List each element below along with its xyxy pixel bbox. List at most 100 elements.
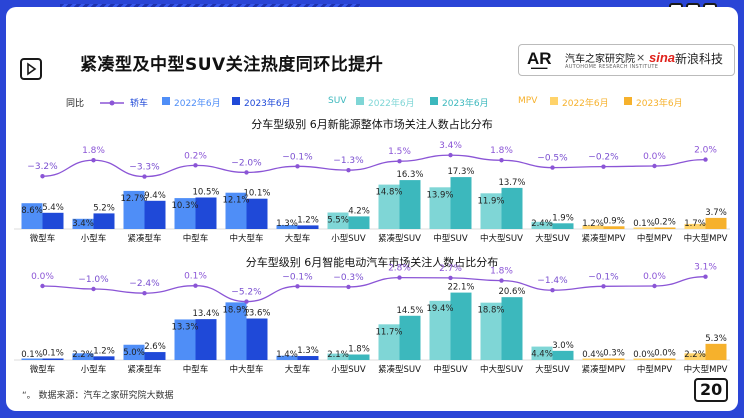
legend-sedan-2022-swatch: [162, 97, 170, 105]
yoy-label-2: −3.3%: [129, 163, 160, 173]
bar-label-2022-3: 10.3%: [171, 201, 198, 211]
bar-label-2022-10: 2.4%: [531, 219, 553, 229]
bar-label-2022-6: 2.1%: [327, 350, 349, 360]
bar-label-2023-0: 5.4%: [42, 203, 64, 213]
bar-label-2023-7: 16.3%: [396, 170, 423, 180]
bar-label-2022-10: 4.4%: [531, 350, 553, 360]
yoy-label-6: −1.3%: [333, 156, 364, 166]
category-label-6: 小型SUV: [331, 233, 366, 244]
bar-label-2022-12: 0.0%: [633, 350, 655, 360]
chart-title: 分车型级别 6月智能电动汽车市场关注人数占比分布: [246, 255, 499, 269]
bar-label-2023-1: 1.2%: [93, 346, 115, 356]
bar-label-2023-11: 0.3%: [603, 349, 625, 359]
bar-label-2022-1: 3.4%: [72, 219, 94, 229]
bar-2022-2: [123, 190, 145, 229]
bar-2022-3: [174, 198, 196, 229]
autohome-logo-subtext: AUTOHOME RESEARCH INSTITUTE: [565, 64, 659, 70]
yoy-point-8: [448, 152, 453, 158]
bar-2022-6: [327, 353, 349, 360]
category-label-7: 紧凑型SUV: [378, 364, 421, 375]
bar-2022-1: [72, 218, 94, 229]
category-label-3: 中型车: [183, 364, 209, 375]
bar-2023-9: [501, 297, 523, 360]
legend-sedan-2023-swatch: [232, 97, 240, 105]
bar-label-2022-9: 18.8%: [477, 306, 504, 316]
play-icon[interactable]: [20, 58, 42, 80]
yoy-point-12: [652, 283, 657, 289]
bar-label-2022-5: 1.3%: [276, 219, 298, 229]
autohome-logo-text: 汽车之家研究院: [565, 54, 635, 65]
partner-logos: A͟R 汽车之家研究院 AUTOHOME RESEARCH INSTITUTE …: [518, 44, 735, 76]
bar-label-2022-4: 18.9%: [222, 305, 249, 315]
bar-label-2023-5: 1.2%: [297, 215, 319, 225]
legend-mpv-2022-swatch: [550, 97, 558, 105]
yoy-label-8: 3.4%: [439, 141, 462, 151]
yoy-label-2: −2.4%: [129, 279, 160, 289]
bar-2023-7: [399, 180, 421, 229]
bar-2023-10: [552, 350, 574, 360]
bar-label-2023-4: 10.1%: [243, 189, 270, 199]
category-label-7: 紧凑型SUV: [378, 233, 421, 244]
bar-2022-2: [123, 344, 145, 360]
data-source-note: “。 数据来源：汽车之家研究院大数据: [22, 388, 174, 401]
category-label-2: 紧凑型车: [127, 233, 161, 244]
bar-label-2022-2: 12.7%: [120, 194, 147, 204]
bar-2022-11: [582, 225, 604, 229]
yoy-point-13: [703, 157, 708, 162]
bar-2022-6: [327, 212, 349, 229]
bar-label-2023-1: 5.2%: [93, 203, 115, 213]
bar-2023-4: [246, 318, 268, 360]
legend-suv-2023-swatch: [430, 97, 438, 105]
bar-2023-5: [297, 356, 319, 360]
legend-yoy-label: 同比: [66, 99, 85, 109]
bar-2022-0: [21, 358, 43, 360]
bar-label-2023-3: 13.4%: [192, 309, 219, 319]
bar-2023-13: [705, 217, 727, 229]
sina-logo-icon: sina: [649, 50, 676, 65]
legend-sedan-2022-label: 2022年6月: [174, 99, 221, 109]
bar-label-2023-10: 3.0%: [552, 341, 574, 351]
yoy-label-7: 1.5%: [388, 147, 411, 157]
yoy-label-4: −2.0%: [231, 158, 262, 168]
bar-label-2022-8: 13.9%: [426, 190, 453, 200]
logo-separator-icon: ×: [636, 51, 646, 64]
yoy-point-11: [601, 164, 606, 169]
bar-label-2023-9: 13.7%: [498, 178, 525, 188]
bar-2023-1: [93, 213, 115, 229]
yoy-label-12: 0.0%: [643, 272, 666, 282]
bar-label-2022-0: 8.6%: [21, 206, 43, 216]
yoy-point-9: [499, 158, 504, 163]
bar-label-2022-0: 0.1%: [21, 350, 43, 360]
yoy-point-6: [346, 167, 351, 173]
bar-2022-7: [378, 184, 400, 229]
category-label-4: 中大型车: [229, 233, 263, 244]
bar-label-2022-11: 0.4%: [582, 350, 604, 360]
category-label-4: 中大型车: [229, 364, 263, 375]
legend-mpv-label: MPV: [518, 96, 538, 106]
category-label-8: 中型SUV: [433, 364, 468, 375]
bar-2023-5: [297, 225, 319, 229]
bar-label-2023-2: 9.4%: [144, 191, 166, 201]
bar-2023-9: [501, 187, 523, 229]
chart-nev-market: 分车型级别 6月新能源整体市场关注人数占比分布 8.6% 5.4% 微型车 −3.2% 3…: [14, 117, 730, 244]
bar-2022-5: [276, 355, 298, 360]
yoy-point-4: [244, 170, 249, 175]
bar-2022-3: [174, 319, 196, 360]
yoy-point-5: [295, 284, 300, 289]
bar-label-2022-7: 14.8%: [375, 188, 402, 198]
bar-2023-6: [348, 216, 370, 229]
bar-label-2023-2: 2.6%: [144, 342, 166, 352]
bar-2023-10: [552, 223, 574, 229]
legend-suv-2022-swatch: [356, 97, 364, 105]
footnote-text: 数据来源：汽车之家研究院大数据: [38, 391, 174, 401]
category-label-12: 中型MPV: [637, 233, 672, 244]
legend-suv-2022-label: 2022年6月: [368, 99, 415, 109]
bar-label-2022-12: 0.1%: [633, 219, 655, 229]
bar-label-2022-11: 1.2%: [582, 219, 604, 229]
category-label-0: 微型车: [30, 364, 56, 375]
page-number-box: [694, 378, 728, 402]
yoy-point-11: [601, 284, 606, 289]
bar-label-2022-4: 12.1%: [222, 196, 249, 206]
yoy-label-9: 1.8%: [490, 267, 513, 277]
